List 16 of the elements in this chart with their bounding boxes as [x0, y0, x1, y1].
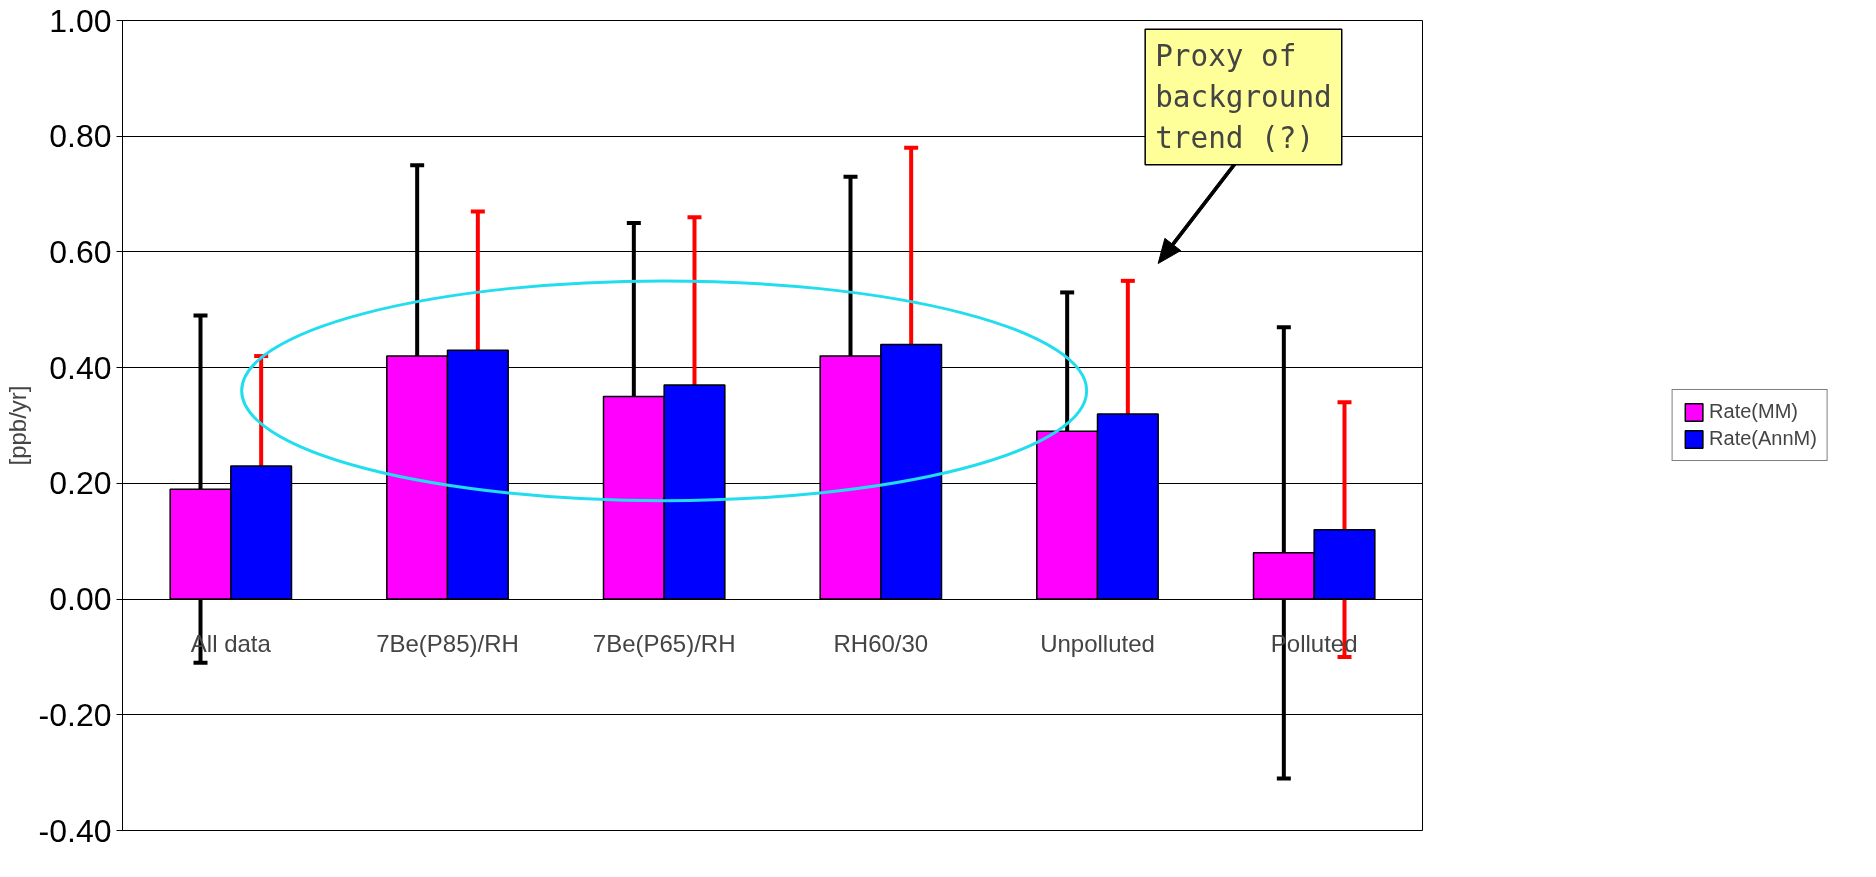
legend-label: Rate(MM) [1709, 400, 1798, 423]
y-tick-label: 0.00 [49, 581, 112, 618]
y-tick-label: 1.00 [49, 2, 112, 39]
y-tick-label: -0.40 [38, 812, 112, 849]
y-tick-label: 0.80 [49, 118, 112, 155]
x-tick-label: 7Be(P85)/RH [376, 630, 519, 658]
y-tick-label: 0.60 [49, 233, 112, 270]
y-tick-label: 0.40 [49, 349, 112, 386]
legend-label: Rate(AnnM) [1709, 427, 1817, 450]
y-tick-label: -0.20 [38, 696, 112, 733]
y-tick-label: 0.20 [49, 465, 112, 502]
x-tick-label: 7Be(P65)/RH [592, 630, 736, 658]
x-tick-label: Unpolluted [1040, 630, 1155, 658]
y-axis-title: [ppb/yr] [3, 385, 31, 466]
annotation: Proxy of background trend (?) [1155, 39, 1332, 155]
x-tick-label: RH60/30 [833, 630, 929, 658]
